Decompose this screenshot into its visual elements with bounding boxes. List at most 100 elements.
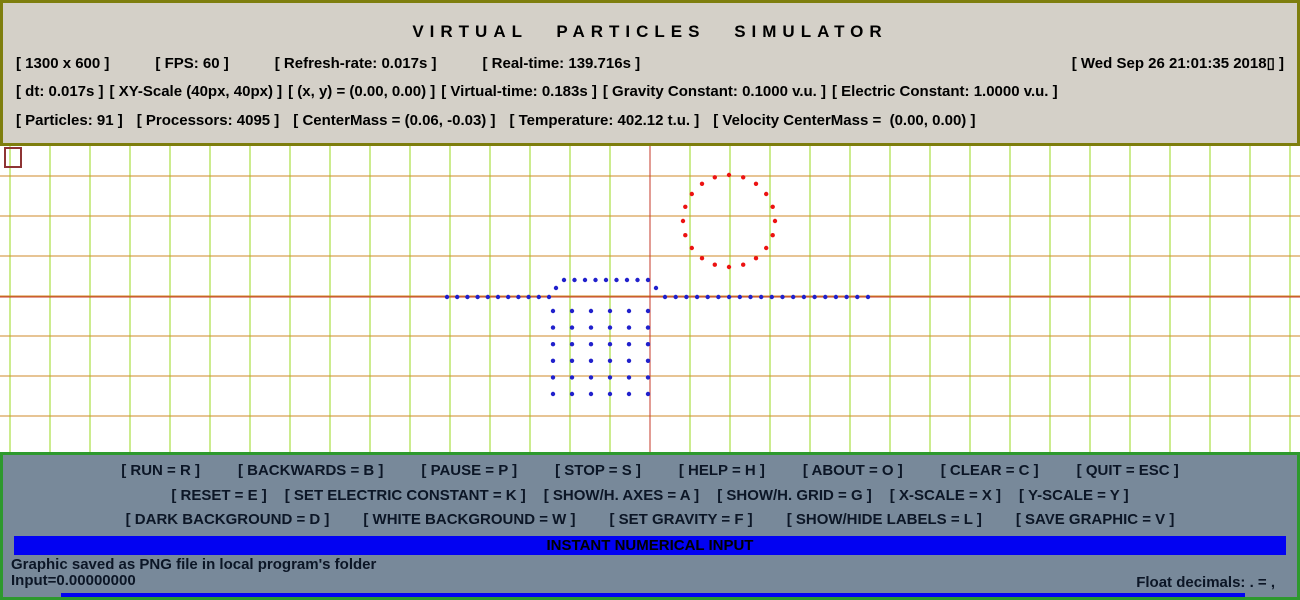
keyboard-command: [ HELP = H ] <box>678 462 765 479</box>
keyboard-command: [ DARK BACKGROUND = D ] <box>125 511 330 528</box>
particle-blue <box>645 277 651 283</box>
corner-marker <box>4 147 22 168</box>
particle-blue <box>705 294 710 300</box>
command-row-2: [ RESET = E ] [ SET ELECTRIC CONSTANT = K… <box>3 487 1297 504</box>
particle-blue <box>812 294 817 300</box>
particle-blue <box>626 375 632 380</box>
particle-blue <box>653 285 659 291</box>
particle-blue <box>645 375 651 380</box>
particle-blue <box>526 294 531 300</box>
header-status-row-3: [ Particles: 91 ] [ Processors: 4095 ] [ C… <box>16 112 1284 129</box>
particle-red <box>726 172 732 178</box>
input-value-readout: Input=0.00000000 <box>11 572 136 589</box>
keyboard-command: [ SAVE GRAPHIC = V ] <box>1015 511 1175 528</box>
keyboard-command: [ PAUSE = P ] <box>421 462 518 479</box>
particle-blue <box>550 391 556 397</box>
particle-blue <box>550 358 556 363</box>
particle-blue <box>588 391 594 397</box>
particle-blue <box>607 325 613 330</box>
keyboard-command: [ RESET = E ] <box>171 487 267 504</box>
particle-red <box>764 245 769 251</box>
particle-blue <box>737 294 742 300</box>
particle-blue <box>607 391 613 397</box>
particle-blue <box>550 342 556 347</box>
particle-red <box>741 175 746 180</box>
particle-blue <box>561 277 567 283</box>
keyboard-command: [ STOP = S ] <box>555 462 641 479</box>
particle-blue <box>748 294 753 300</box>
keyboard-command: [ ABOUT = O ] <box>802 462 903 479</box>
particle-blue <box>614 277 619 283</box>
status-field: [ FPS: 60 ] <box>155 54 229 72</box>
grid-lines <box>0 146 1300 452</box>
particle-blue <box>593 277 598 283</box>
particle-blue <box>455 294 460 300</box>
particle-blue <box>694 294 700 300</box>
particle-blue <box>536 294 541 300</box>
particle-red <box>712 175 717 180</box>
command-row-3: [ DARK BACKGROUND = D ] [ WHITE BACKGROUN… <box>3 511 1297 528</box>
status-field: [ Velocity CenterMass = (0.00, 0.00) ] <box>713 112 976 129</box>
particle-red <box>770 233 775 238</box>
simulation-canvas[interactable] <box>0 146 1300 452</box>
status-field: [ 1300 x 600 ] <box>16 54 110 72</box>
particle-blue <box>833 294 839 300</box>
particle-blue <box>495 294 501 300</box>
particle-blue <box>635 277 640 283</box>
instant-numerical-input-bar[interactable]: INSTANT NUMERICAL INPUT <box>14 536 1286 555</box>
particle-red <box>772 218 778 224</box>
particle-blue <box>588 342 594 347</box>
keyboard-command: [ BACKWARDS = B ] <box>237 462 384 479</box>
particle-blue <box>546 294 552 300</box>
status-field: [ Particles: 91 ] <box>16 112 123 129</box>
particle-blue <box>588 358 594 363</box>
particle-blue <box>684 294 689 300</box>
particle-blue <box>626 342 632 347</box>
keyboard-command: [ X-SCALE = X ] <box>889 487 1002 504</box>
keyboard-command: [ Y-SCALE = Y ] <box>1019 487 1129 504</box>
particle-blue <box>626 308 632 314</box>
datetime-field: [ Wed Sep 26 21:01:35 2018▯ ] <box>1071 55 1284 72</box>
status-field: [ Processors: 4095 ] <box>136 112 280 129</box>
particle-blue <box>780 294 785 300</box>
particle-blue <box>791 294 796 300</box>
particle-blue <box>823 294 828 300</box>
particle-blue <box>550 325 556 330</box>
header-panel: VIRTUAL PARTICLES SIMULATOR [ 1300 x 600… <box>0 0 1300 146</box>
particle-blue <box>865 294 871 300</box>
particle-blue <box>588 308 594 314</box>
particle-blue <box>485 294 490 300</box>
status-field: [ Temperature: 402.12 t.u. ] <box>509 112 700 129</box>
header-status-row-1: [ 1300 x 600 ] [ FPS: 60 ] [ Refresh-rate:… <box>16 54 1284 73</box>
particle-blue <box>572 277 577 283</box>
status-field: [ Refresh-rate: 0.017s ] <box>274 54 437 72</box>
particle-red <box>741 262 746 267</box>
particles-layer <box>444 172 871 397</box>
particle-blue <box>844 294 849 300</box>
particle-blue <box>607 308 613 314</box>
particle-blue <box>475 294 480 300</box>
particle-blue <box>673 294 678 300</box>
status-field: [ CenterMass = (0.06, -0.03) ] <box>293 112 496 129</box>
keyboard-command: [ SET ELECTRIC CONSTANT = K ] <box>284 487 526 504</box>
particle-red <box>699 181 705 186</box>
particle-blue <box>582 277 588 283</box>
particle-blue <box>550 375 556 380</box>
particle-blue <box>588 325 594 330</box>
keyboard-command: [ QUIT = ESC ] <box>1076 462 1179 479</box>
keyboard-command: [ RUN = R ] <box>121 462 200 479</box>
status-field: [ Electric Constant: 1.0000 v.u. ] <box>832 83 1058 100</box>
status-field: [ Virtual-time: 0.183s ] <box>441 83 597 100</box>
particle-red <box>699 256 705 261</box>
particle-blue <box>444 294 450 300</box>
particle-blue <box>624 277 630 283</box>
particle-blue <box>569 308 575 314</box>
particle-blue <box>855 294 860 300</box>
particle-red <box>753 181 759 186</box>
particle-red <box>683 233 688 238</box>
particle-blue <box>569 358 575 363</box>
particle-blue <box>759 294 764 300</box>
particle-blue <box>645 342 651 347</box>
status-field: [ (x, y) = (0.00, 0.00) ] <box>288 83 436 100</box>
